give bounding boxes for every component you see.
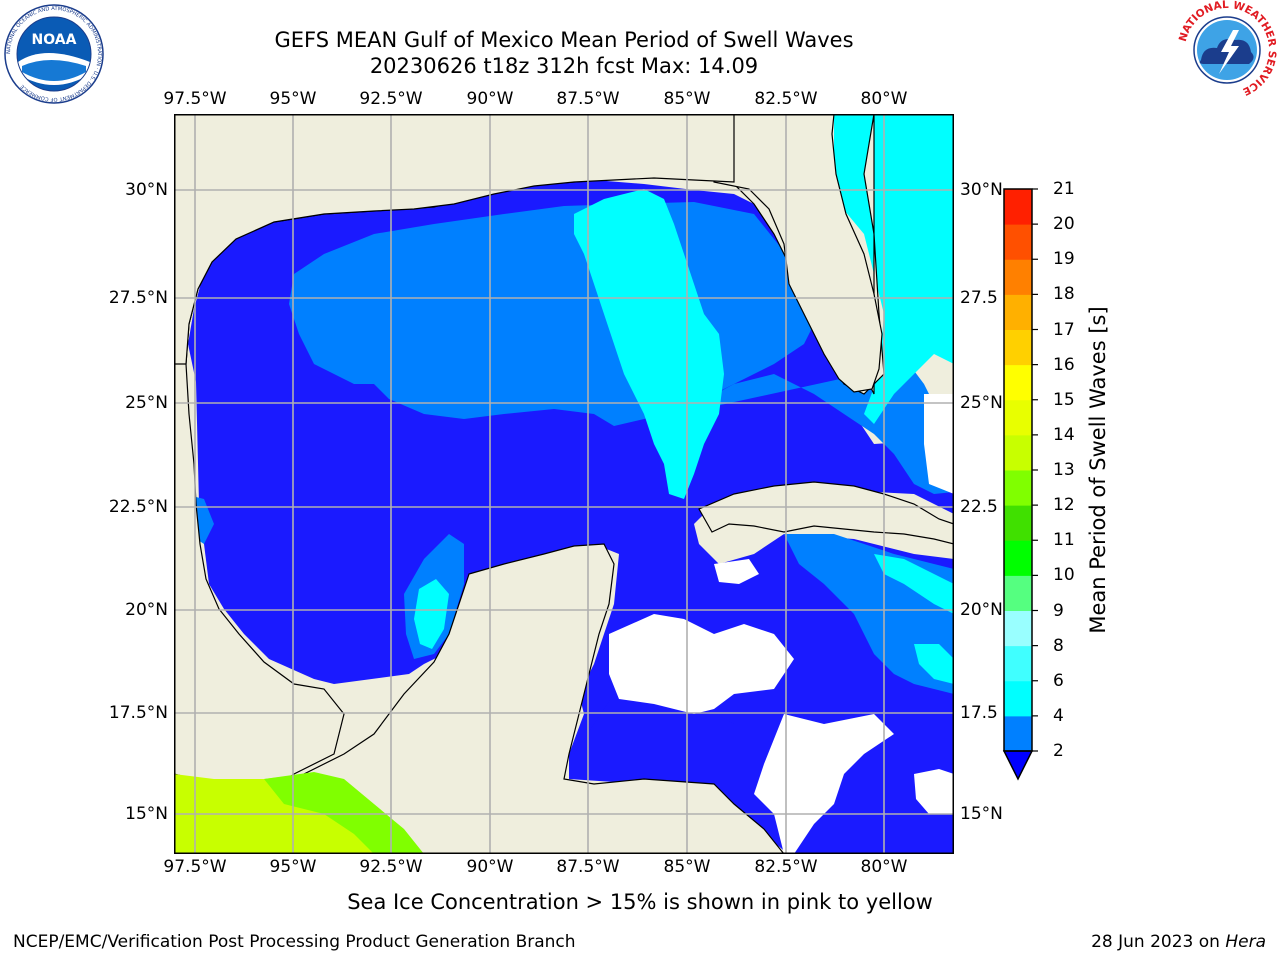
colorbar-swatch [1004, 259, 1032, 295]
lat-label-left: 20°N [125, 600, 168, 620]
cuba-land [698, 481, 954, 545]
colorbar-extend-arrow [1002, 750, 1034, 781]
us-coast-land [174, 114, 735, 365]
lon-label-top: 80°W [860, 89, 908, 109]
colorbar-swatch [1004, 329, 1032, 366]
lon-label-bottom: 80°W [860, 857, 908, 877]
colorbar-tick-label: 8 [1053, 635, 1064, 656]
colorbar-swatch [1004, 189, 1032, 225]
lon-label-bottom: 97.5°W [163, 857, 227, 877]
colorbar-tick-label: 20 [1053, 214, 1075, 235]
colorbar-swatch [1004, 434, 1032, 471]
noaa-logo-text: NOAA [32, 32, 77, 48]
colorbar-swatch [1004, 399, 1032, 436]
colorbar-label: Mean Period of Swell Waves [s] [1086, 306, 1110, 634]
colorbar-tick-label: 6 [1053, 670, 1064, 691]
gulf-map [174, 114, 954, 854]
lon-label-bottom: 87.5°W [556, 857, 620, 877]
map-frame [174, 114, 954, 854]
lat-label-left: 22.5°N [108, 497, 168, 517]
colorbar-tick-label: 13 [1053, 460, 1075, 480]
colorbar-swatch [1004, 610, 1032, 647]
nodata-patch [924, 394, 954, 494]
colorbar-swatch [1004, 680, 1032, 717]
lat-label-right: 15°N [960, 804, 1003, 824]
colorbar-swatch [1004, 224, 1032, 260]
lon-label-top: 82.5°W [754, 89, 818, 109]
lat-label-left: 30°N [125, 180, 168, 200]
swell-6s-region [834, 114, 954, 424]
lon-label-top: 97.5°W [163, 89, 227, 109]
lat-label-right: 30°N [960, 180, 1003, 200]
lat-label-right: 25°N [960, 393, 1003, 413]
chart-title: GEFS MEAN Gulf of Mexico Mean Period of … [274, 28, 854, 52]
central-america-swell [264, 772, 424, 854]
colorbar-swatch [1004, 575, 1032, 611]
nodata-patch [714, 559, 759, 584]
lat-label-right: 27.5 [960, 288, 998, 308]
lon-label-top: 92.5°W [359, 89, 423, 109]
lon-label-top: 90°W [466, 89, 514, 109]
colorbar-tick-label: 21 [1053, 179, 1075, 199]
colorbar-tick-label: 10 [1053, 565, 1075, 586]
colorbar-tick-label: 11 [1053, 530, 1075, 551]
lon-label-bottom: 85°W [663, 857, 711, 877]
nodata-patch [914, 769, 954, 814]
lon-label-bottom: 82.5°W [754, 857, 818, 877]
chart-subtitle: 20230626 t18z 312h fcst Max: 14.09 [369, 54, 759, 78]
colorbar-tick-label: 19 [1053, 249, 1075, 270]
colorbar-tick-label: 15 [1053, 389, 1075, 410]
map-graticule [174, 114, 954, 854]
colorbar-swatch [1004, 645, 1032, 682]
colorbar [1002, 188, 1038, 781]
lon-label-bottom: 92.5°W [359, 857, 423, 877]
colorbar-swatch [1004, 715, 1032, 752]
lon-label-top: 87.5°W [556, 89, 620, 109]
colorbar-tick-label: 18 [1053, 284, 1075, 305]
lon-label-top: 95°W [269, 89, 317, 109]
caribbean-water-blue [569, 674, 954, 854]
swell-6s-region [874, 554, 954, 614]
colorbar-swatch [1004, 505, 1032, 541]
colorbar-swatch [1004, 294, 1032, 330]
colorbar-tick-label: 16 [1053, 354, 1075, 375]
footer-date: 28 Jun 2023 on [1091, 932, 1226, 952]
colorbar-swatch [1004, 470, 1032, 506]
colorbar-tick-label: 14 [1053, 424, 1075, 445]
lat-label-left: 27.5°N [108, 288, 168, 308]
lat-label-left: 15°N [125, 804, 168, 824]
colorbar-tick-label: 2 [1053, 741, 1064, 761]
lat-label-left: 17.5°N [108, 703, 168, 723]
colorbar-swatch [1004, 540, 1032, 576]
lat-label-right: 20°N [960, 600, 1003, 620]
lat-label-right: 17.5 [960, 703, 998, 723]
lon-label-top: 85°W [663, 89, 711, 109]
lon-label-bottom: 90°W [466, 857, 514, 877]
colorbar-swatch [1004, 364, 1032, 401]
nodata-patch [754, 714, 894, 854]
lon-label-bottom: 95°W [269, 857, 317, 877]
colorbar-tick-label: 4 [1053, 705, 1064, 726]
lat-label-right: 22.5 [960, 497, 998, 517]
colorbar-tick-label: 12 [1053, 495, 1075, 516]
footer-right: 28 Jun 2023 on Hera [1091, 932, 1266, 952]
swell-6s-region [414, 579, 449, 649]
nws-logo: NATIONAL WEATHER SERVICE [1177, 0, 1277, 98]
noaa-logo: NATIONAL OCEANIC AND ATMOSPHERIC ADMINIS… [4, 4, 104, 104]
florida-peninsula [713, 114, 883, 393]
sea-ice-note: Sea Ice Concentration > 15% is shown in … [0, 890, 1280, 914]
lat-label-left: 25°N [125, 393, 168, 413]
swell-6s-region [914, 644, 954, 684]
colorbar-tick-label: 9 [1053, 600, 1064, 621]
nodata-patch [609, 614, 794, 714]
footer-host: Hera [1225, 932, 1266, 952]
colorbar-tick-label: 17 [1053, 319, 1075, 340]
footer-left: NCEP/EMC/Verification Post Processing Pr… [13, 932, 576, 952]
sea-ice-note-text: Sea Ice Concentration > 15% is shown in … [347, 890, 933, 914]
